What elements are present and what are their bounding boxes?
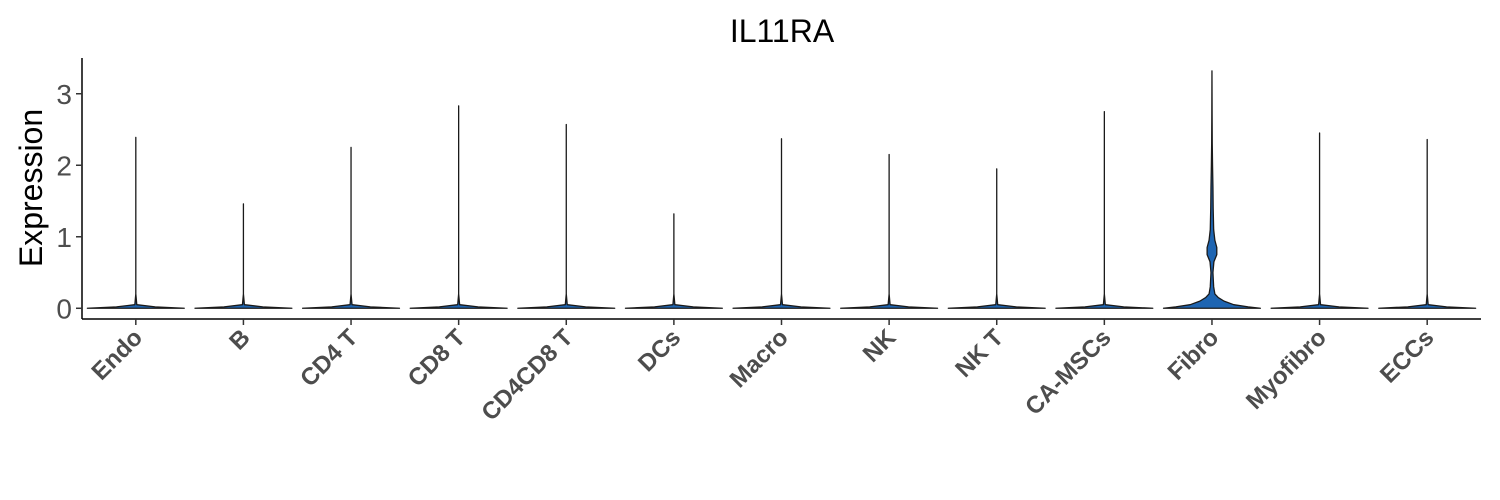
x-tick-label: B (224, 324, 255, 355)
violin-fibro (1162, 70, 1262, 309)
violin-dcs (624, 213, 723, 309)
x-tick-label: CD8 T (403, 324, 471, 392)
x-tick-label: ECCs (1375, 324, 1439, 388)
x-tick-label: NK (858, 324, 902, 368)
y-tick-label: 2 (56, 150, 72, 181)
violin-endo (86, 136, 185, 309)
x-tick-label: CA-MSCs (1020, 324, 1116, 420)
y-tick-label: 1 (56, 222, 72, 253)
x-tick-label: Endo (87, 324, 149, 386)
y-tick-label: 3 (56, 79, 72, 110)
violin-group (86, 70, 1477, 309)
violin-macro (732, 138, 831, 309)
y-axis-label: Expression (13, 109, 49, 267)
chart-title: IL11RA (730, 13, 835, 49)
x-tick-label: CD4 T (295, 324, 363, 392)
x-tick-label: CD4CD8 T (476, 324, 578, 426)
x-ticks: Endo B CD4 T CD8 T CD4CD8 T DCs Macro NK NK T CA-… (87, 319, 1439, 426)
x-tick-label: Macro (725, 324, 794, 393)
x-tick-label: Fibro (1163, 324, 1225, 386)
x-tick-label: NK T (950, 324, 1009, 383)
violin-eccs (1378, 138, 1477, 309)
violin-nk-t (947, 168, 1046, 309)
violin-myofibro (1270, 132, 1369, 309)
violin-b (194, 203, 293, 309)
violin-cd8-t (409, 105, 508, 309)
violin-cd4cd8-t (517, 123, 616, 309)
y-ticks: 0 1 2 3 (56, 79, 82, 324)
violin-ca-mscs (1055, 110, 1154, 309)
x-tick-label: DCs (633, 324, 686, 377)
violin-nk (840, 153, 939, 309)
violin-cd4-t (301, 146, 401, 309)
y-tick-label: 0 (56, 293, 72, 324)
x-tick-label: Myofibro (1241, 324, 1332, 415)
